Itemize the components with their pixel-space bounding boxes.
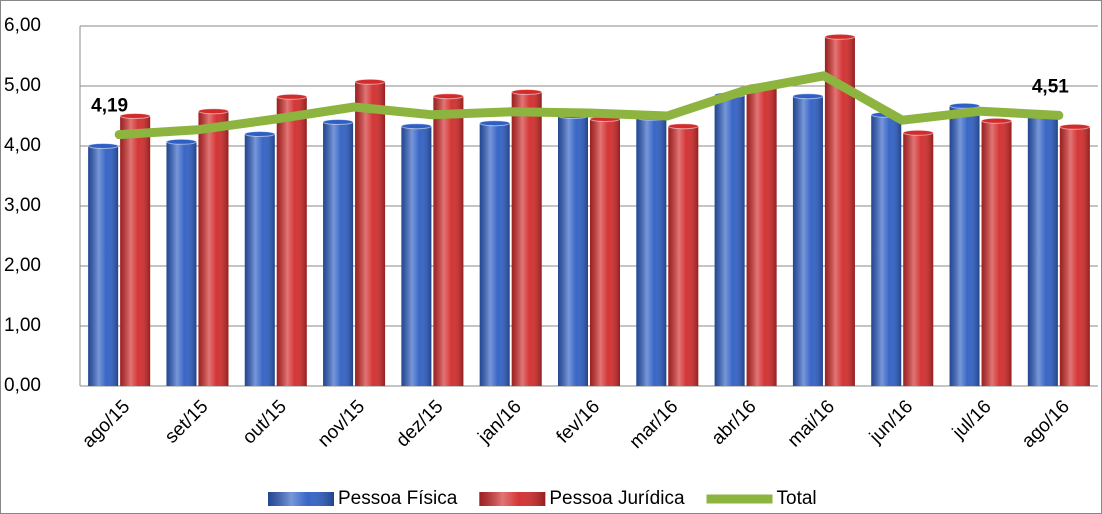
bar-shine — [1027, 113, 1058, 386]
bar-shine — [714, 95, 745, 386]
bar-shine — [276, 96, 307, 387]
bar-shine — [198, 111, 229, 386]
x-tick-label: abr/16 — [708, 396, 761, 449]
bar-cap — [244, 131, 276, 137]
bar-cap — [322, 119, 354, 125]
bar-shine — [511, 92, 542, 386]
y-tick-label: 4,00 — [4, 135, 41, 156]
bar-shine — [479, 123, 510, 386]
legend-label: Pessoa Física — [338, 488, 458, 509]
bar-shine — [558, 116, 588, 386]
legend-label: Pessoa Jurídica — [549, 488, 685, 509]
x-tick-label: jun/16 — [865, 396, 917, 448]
bar-shine — [120, 116, 151, 386]
bar-cap — [902, 129, 934, 136]
y-tick-label: 0,00 — [4, 375, 41, 396]
data-label: 4,51 — [1032, 76, 1069, 97]
x-tick-label: out/15 — [239, 396, 291, 448]
bar-cap — [165, 138, 197, 145]
bar-cap — [824, 33, 856, 40]
bar-cap — [949, 102, 981, 109]
bar-cap — [479, 120, 511, 127]
bar-cap — [354, 78, 386, 85]
legend-shine — [268, 492, 334, 506]
bar-cap — [667, 123, 699, 130]
bar-shine — [636, 117, 667, 387]
bar-shine — [1059, 126, 1090, 387]
x-tick-label: nov/15 — [314, 396, 369, 451]
bar-shine — [903, 132, 934, 386]
bar-shine — [668, 126, 699, 386]
bar-cap — [511, 89, 543, 95]
bar-shine — [433, 96, 464, 386]
bar-cap — [87, 143, 119, 149]
bar-shine — [949, 105, 980, 387]
x-tick-label: set/15 — [161, 396, 212, 447]
y-tick-label: 2,00 — [4, 255, 41, 276]
x-tick-label: mai/16 — [784, 396, 839, 451]
bar-shine — [244, 134, 275, 386]
y-tick-label: 3,00 — [4, 195, 41, 216]
x-tick-label: dez/15 — [392, 396, 447, 451]
bar-shine — [746, 86, 777, 386]
bar-shine — [981, 120, 1012, 387]
x-tick-label: jul/16 — [948, 396, 996, 444]
x-tick-label: jan/16 — [474, 396, 526, 448]
bar-shine — [590, 119, 620, 386]
bar-cap — [197, 108, 229, 115]
bar-shine — [323, 122, 354, 386]
legend-shine — [479, 492, 546, 506]
bar-shine — [166, 141, 197, 386]
y-tick-label: 6,00 — [4, 15, 41, 36]
y-tick-label: 1,00 — [4, 315, 41, 336]
bar-shine — [88, 146, 119, 386]
bar-shine — [401, 126, 432, 386]
bar-shine — [355, 81, 386, 387]
x-tick-label: fev/16 — [553, 396, 604, 447]
bar-cap — [1059, 123, 1091, 130]
bar-shine — [792, 96, 823, 386]
x-tick-label: ago/16 — [1018, 396, 1074, 452]
bar-cap — [276, 93, 308, 100]
bar-cap — [119, 113, 151, 119]
y-tick-label: 5,00 — [4, 75, 41, 96]
bar-cap — [400, 123, 432, 130]
x-tick-label: mar/16 — [626, 396, 683, 453]
legend-label: Total — [777, 488, 817, 509]
data-label: 4,19 — [91, 96, 128, 117]
bar-cap — [981, 117, 1013, 124]
bar-cap — [432, 93, 464, 100]
bar-cap — [792, 93, 824, 100]
x-tick-label: ago/15 — [78, 396, 134, 452]
line — [114, 71, 1064, 140]
bar-shine — [871, 114, 902, 387]
